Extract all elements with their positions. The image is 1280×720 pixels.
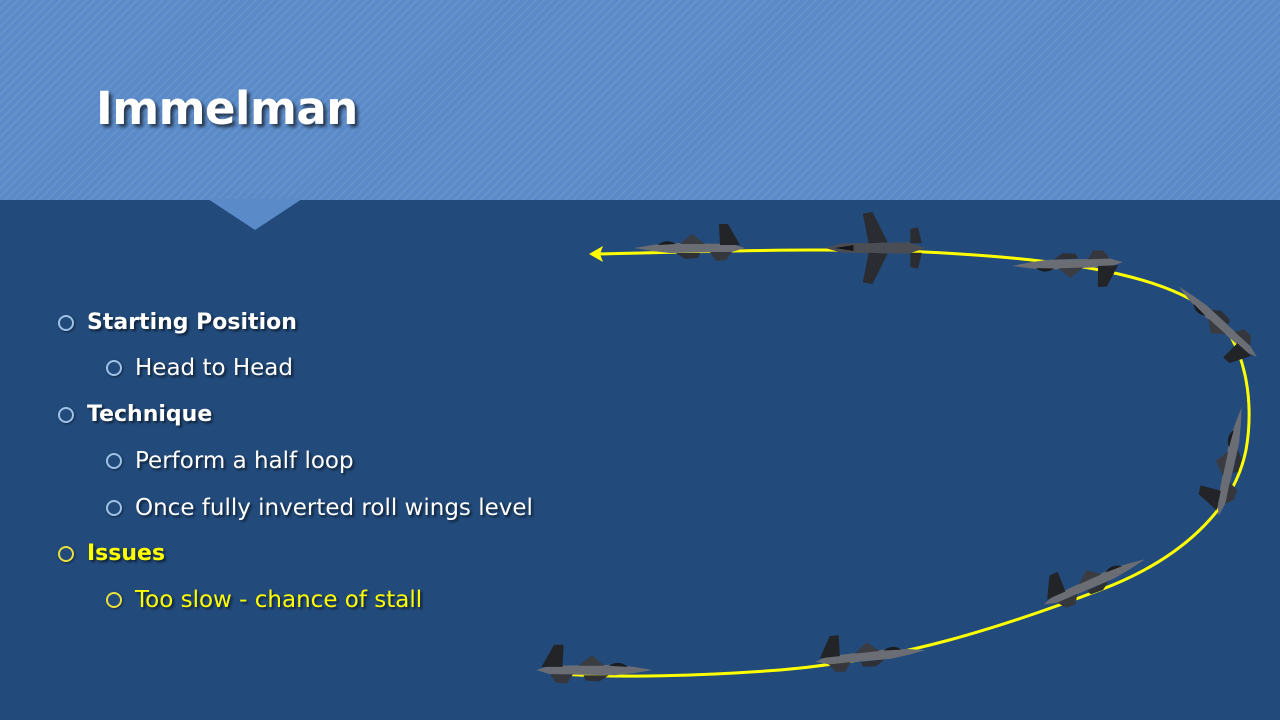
- circle-bullet-icon: [106, 453, 122, 469]
- bullet-starting-position: Starting Position: [58, 308, 297, 338]
- bullet-head-to-head: Head to Head: [106, 353, 293, 383]
- jet-fighter-icon: [824, 211, 926, 285]
- jet-fighter-icon: [1011, 249, 1124, 290]
- bullet-text: Too slow - chance of stall: [135, 587, 423, 613]
- header-band: [0, 0, 1280, 200]
- flight-path-line: [559, 248, 1251, 678]
- bullet-roll-wings-level: Once fully inverted roll wings level: [106, 493, 533, 523]
- bullet-text: Technique: [87, 402, 213, 427]
- jet-fighter-icon: [536, 644, 653, 684]
- bullet-half-loop: Perform a half loop: [106, 446, 354, 476]
- circle-bullet-icon: [58, 315, 74, 331]
- bullet-text: Once fully inverted roll wings level: [135, 495, 533, 521]
- bullet-text: Perform a half loop: [135, 448, 354, 474]
- slide-title: Immelman: [96, 82, 358, 135]
- circle-bullet-icon: [106, 360, 122, 376]
- bullet-text: Head to Head: [135, 355, 293, 381]
- circle-bullet-icon: [106, 500, 122, 516]
- jet-fighter-icon: [634, 224, 745, 261]
- bullet-text: Issues: [87, 541, 166, 566]
- circle-bullet-icon: [106, 592, 122, 608]
- bullet-text: Starting Position: [87, 310, 297, 335]
- bullet-too-slow: Too slow - chance of stall: [106, 585, 422, 615]
- circle-bullet-icon: [58, 546, 74, 562]
- bullet-technique: Technique: [58, 400, 212, 430]
- jet-fighter-icon: [1195, 402, 1255, 519]
- bullet-issues: Issues: [58, 539, 165, 569]
- circle-bullet-icon: [58, 407, 74, 423]
- arrowhead-left-icon: [589, 246, 603, 262]
- jet-fighter-icon: [812, 626, 928, 675]
- header-notch: [208, 199, 302, 230]
